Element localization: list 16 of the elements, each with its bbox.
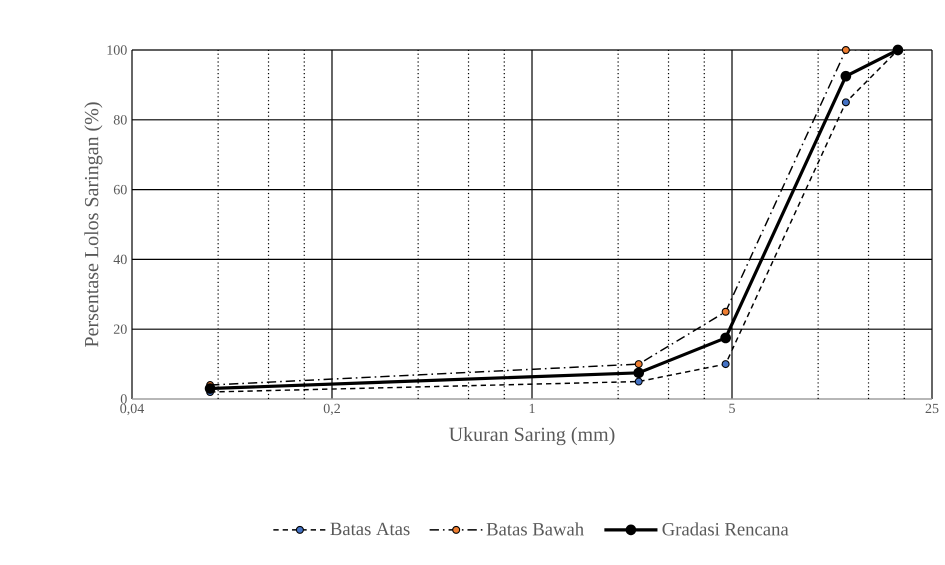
legend-label: Batas Atas (330, 522, 410, 536)
x-tick-label: 0,2 (324, 404, 340, 416)
y-tick-label: 60 (114, 184, 127, 194)
legend-label: Gradasi Rencana (662, 522, 788, 536)
x-tick-label: 0,04 (120, 404, 144, 416)
y-axis-title: Persentase Lolos Saringan (%) (84, 102, 102, 347)
x-tick-label: 1 (530, 404, 535, 413)
x-tick-label: 5 (729, 404, 735, 414)
y-tick-label: 20 (114, 324, 127, 334)
x-axis-title: Ukuran Saring (mm) (449, 427, 614, 446)
x-tick-label: 25 (926, 404, 938, 414)
legend-label: Batas Bawah (486, 522, 584, 536)
y-tick-label: 40 (114, 254, 127, 264)
y-tick-label: 80 (114, 115, 127, 125)
y-tick-label: 100 (108, 45, 127, 55)
y-tick-label: 0 (120, 394, 127, 404)
